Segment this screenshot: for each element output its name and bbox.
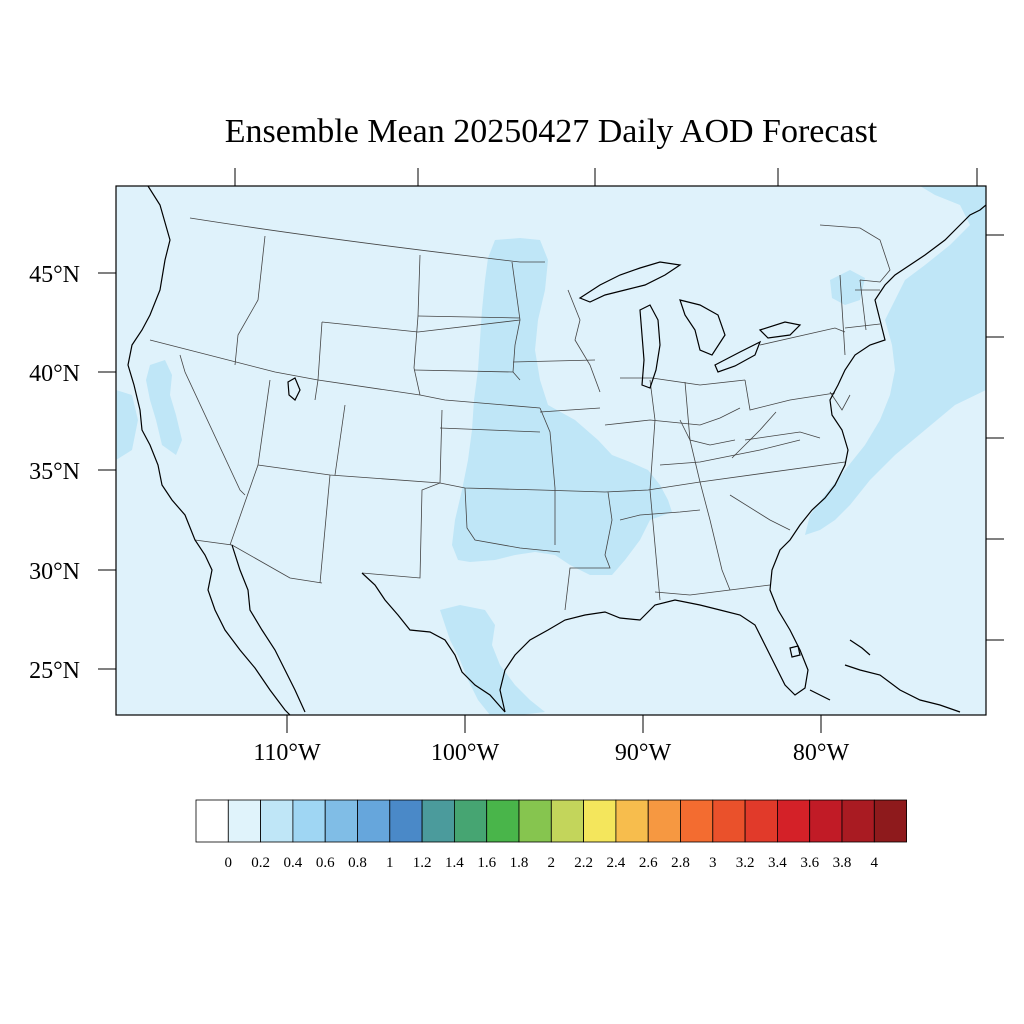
colorbar-box bbox=[357, 799, 391, 843]
coastlines bbox=[127, 186, 986, 715]
colorbar-box bbox=[873, 799, 907, 843]
colorbar-label: 2.6 bbox=[639, 855, 658, 871]
colorbar bbox=[195, 799, 907, 843]
colorbar-box bbox=[453, 799, 488, 843]
colorbar-box bbox=[744, 799, 778, 843]
colorbar-box bbox=[324, 799, 358, 843]
aod-plume-nevada bbox=[146, 360, 182, 455]
colorbar-label: 3 bbox=[709, 855, 717, 871]
latitude-axis: 45°N 40°N 35°N 30°N 25°N bbox=[29, 262, 116, 684]
colorbar-label: 0.4 bbox=[284, 855, 303, 871]
lake-okeechobee bbox=[789, 645, 801, 658]
colorbar-box bbox=[260, 799, 294, 843]
longitude-axis: 110°W 100°W 90°W 80°W bbox=[253, 715, 849, 766]
aod-plume-pacific bbox=[116, 390, 138, 460]
lat-label-30: 30°N bbox=[29, 559, 80, 585]
colorbar-box bbox=[841, 799, 875, 843]
lake-huron bbox=[679, 299, 726, 356]
colorbar-label: 3.4 bbox=[768, 855, 787, 871]
aod-plume-atlantic bbox=[805, 186, 986, 535]
colorbar-box bbox=[583, 799, 617, 843]
lon-label-80w: 80°W bbox=[793, 740, 850, 766]
colorbar-label: 1.8 bbox=[510, 855, 529, 871]
colorbar-label: 2 bbox=[548, 855, 556, 871]
colorbar-label: 3.8 bbox=[833, 855, 852, 871]
colorbar-box bbox=[712, 799, 746, 843]
lake-michigan bbox=[639, 304, 661, 389]
colorbar-box bbox=[550, 799, 584, 843]
colorbar-label: 2.4 bbox=[607, 855, 626, 871]
colorbar-box bbox=[421, 799, 455, 843]
colorbar-box bbox=[777, 799, 811, 843]
colorbar-box bbox=[809, 799, 843, 843]
aod-plume-south-texas bbox=[440, 605, 545, 715]
colorbar-box bbox=[389, 799, 423, 843]
right-ticks bbox=[986, 234, 1004, 641]
lake-superior bbox=[578, 261, 682, 303]
colorbar-label: 0 bbox=[225, 855, 233, 871]
caribbean-islands bbox=[844, 664, 961, 713]
colorbar-label: 0.2 bbox=[251, 855, 270, 871]
colorbar-box bbox=[647, 799, 681, 843]
colorbar-label: 3.6 bbox=[800, 855, 819, 871]
colorbar-box bbox=[292, 799, 326, 843]
colorbar-box bbox=[486, 799, 520, 843]
lake-erie bbox=[714, 340, 762, 373]
colorbar-box bbox=[680, 799, 714, 843]
great-salt-lake bbox=[287, 377, 301, 401]
colorbar-label: 0.8 bbox=[348, 855, 367, 871]
colorbar-label: 2.8 bbox=[671, 855, 690, 871]
colorbar-label: 2.2 bbox=[574, 855, 593, 871]
state-boundaries bbox=[149, 217, 891, 611]
colorbar-label: 0.6 bbox=[316, 855, 335, 871]
colorbar-labels: 0 0.2 0.4 0.6 0.8 1 1.2 1.4 1.6 1.8 2 2.2 2.4 2.6 2.8 3… bbox=[225, 855, 879, 871]
colorbar-label: 1.6 bbox=[477, 855, 496, 871]
lat-label-45: 45°N bbox=[29, 262, 80, 288]
map-panel bbox=[116, 186, 986, 715]
aod-plume-new-england bbox=[830, 270, 865, 305]
colorbar-label: 3.2 bbox=[736, 855, 755, 871]
lake-ontario bbox=[758, 321, 802, 339]
lon-label-90w: 90°W bbox=[615, 740, 672, 766]
top-ticks bbox=[234, 168, 978, 186]
lat-label-25: 25°N bbox=[29, 658, 80, 684]
colorbar-label: 4 bbox=[871, 855, 879, 871]
aod-elevated-regions bbox=[116, 186, 986, 715]
colorbar-label: 1.4 bbox=[445, 855, 464, 871]
colorbar-label: 1.2 bbox=[413, 855, 432, 871]
colorbar-box bbox=[227, 799, 262, 843]
lat-label-40: 40°N bbox=[29, 361, 80, 387]
lat-label-35: 35°N bbox=[29, 459, 80, 485]
colorbar-box bbox=[195, 799, 229, 843]
aod-plume-plains bbox=[452, 238, 672, 575]
colorbar-label: 1 bbox=[386, 855, 394, 871]
map-title: Ensemble Mean 20250427 Daily AOD Forecas… bbox=[225, 113, 878, 150]
lon-label-110w: 110°W bbox=[253, 740, 321, 766]
map-frame bbox=[115, 185, 987, 716]
lon-label-100w: 100°W bbox=[431, 740, 500, 766]
colorbar-box bbox=[518, 799, 552, 843]
colorbar-box bbox=[615, 799, 649, 843]
